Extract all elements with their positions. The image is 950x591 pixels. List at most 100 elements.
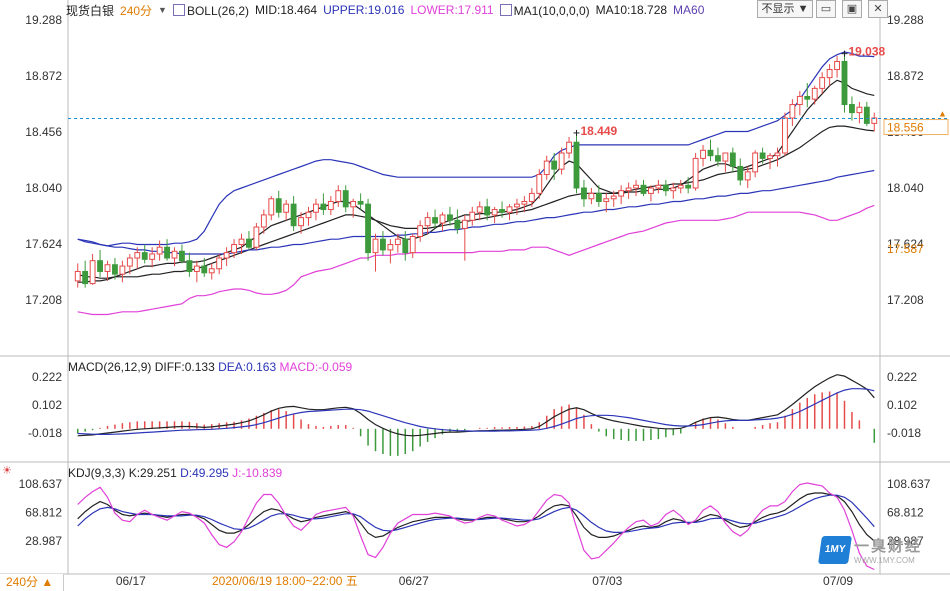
kdj-header: KDJ(9,3,3) K:29.251 D:49.295 J:-10.839 — [68, 466, 282, 480]
candle-down — [186, 260, 193, 272]
candle-up — [394, 238, 401, 246]
candle-up — [796, 95, 803, 106]
candle-up — [767, 155, 773, 159]
candle-down — [141, 252, 148, 260]
ma-label: MA1(10,0,0,0) — [513, 3, 590, 18]
candle-down — [804, 95, 811, 100]
macd-label: MACD(26,12,9) — [68, 360, 152, 374]
hide-label: 不显示 — [761, 3, 795, 15]
hide-select[interactable]: 不显示 ▼ — [757, 0, 813, 18]
candle-up — [119, 265, 126, 275]
price-tick-label-left: 18.040 — [25, 181, 62, 195]
kdj-tick-label-left: 68.812 — [25, 506, 62, 520]
watermark: 1MY 一臭财经 WWW.1MY.COM — [818, 535, 922, 565]
candle-down — [380, 238, 386, 251]
period-selector-label: 240分 — [6, 575, 39, 589]
candle-up — [424, 217, 431, 227]
main-header: 现货白银 240分 ▼ BOLL(26,2) MID:18.464 UPPER:… — [66, 2, 704, 18]
candle-down — [290, 203, 297, 227]
macd-dea-value: DEA:0.163 — [218, 360, 277, 374]
candle-up — [789, 104, 796, 119]
candle-up — [722, 152, 729, 162]
kdj-tick-label-left: 28.987 — [25, 534, 62, 548]
symbol-name[interactable]: 现货白银 — [66, 3, 115, 18]
candle-down — [320, 203, 327, 211]
candle-up — [171, 250, 178, 259]
candle-up — [700, 149, 706, 159]
candle-up — [208, 268, 215, 274]
watermark-logo: 1MY — [818, 536, 852, 564]
candle-down — [246, 238, 252, 248]
reference-price-value: 17.587 — [887, 242, 924, 256]
date-axis-label: 07/03 — [592, 574, 622, 588]
indicator-settings-icon[interactable] — [172, 3, 185, 16]
candle-down — [342, 190, 349, 208]
candle-up — [156, 246, 163, 255]
current-price-arrow-icon: ▲ — [938, 109, 947, 119]
crosshair-settings-icon: ☀ — [2, 465, 12, 477]
macd-diff-line — [77, 374, 875, 437]
macd-header: MACD(26,12,9) DIFF:0.133 DEA:0.163 MACD:… — [68, 360, 352, 374]
period-dropdown-icon[interactable]: ▼ — [158, 5, 167, 15]
candle-up — [283, 203, 290, 213]
candle-up — [387, 244, 394, 251]
candle-up — [89, 260, 96, 285]
candle-up — [305, 211, 312, 219]
candle-up — [782, 117, 788, 154]
series-line-ma60 — [77, 169, 875, 255]
candle-down — [201, 265, 208, 274]
candle-up — [149, 253, 156, 260]
candle-up — [439, 214, 446, 224]
candle-up — [506, 206, 513, 213]
candle-down — [97, 260, 103, 272]
candle-up — [350, 200, 357, 208]
chevron-up-icon: ▲ — [41, 575, 54, 589]
price-tick-label-right: 18.872 — [887, 69, 924, 83]
candle-down — [729, 152, 736, 167]
macd-dea-line — [77, 388, 875, 435]
candle-up — [811, 87, 818, 100]
candle-up — [327, 200, 334, 211]
candle-up — [335, 190, 342, 202]
window-restore-button[interactable]: ▣ — [842, 0, 862, 18]
price-tick-label-left: 17.624 — [25, 237, 62, 251]
date-axis-label: 06/27 — [399, 574, 429, 588]
candle-down — [737, 165, 744, 181]
macd-tick-label-right: 0.102 — [887, 398, 917, 412]
candle-up — [231, 244, 237, 254]
candle-up — [834, 60, 840, 71]
candle-up — [260, 214, 267, 228]
candle-up — [744, 171, 751, 181]
kdj-tick-label-right: 68.812 — [887, 506, 924, 520]
candle-up — [655, 184, 662, 189]
candle-up — [134, 252, 141, 259]
candle-up — [618, 190, 625, 197]
candle-down — [595, 192, 602, 202]
kdj-k-value: K:29.251 — [128, 466, 177, 480]
watermark-text: 一臭财经 WWW.1MY.COM — [854, 535, 922, 565]
candle-down — [454, 219, 461, 229]
period-selector[interactable]: 240分 ▲ — [0, 574, 64, 591]
date-axis-label: 07/09 — [823, 574, 853, 588]
price-tick-label-left: 19.288 — [25, 13, 62, 27]
candle-up — [216, 257, 223, 270]
chevron-down-icon: ▼ — [797, 3, 809, 15]
candle-down — [551, 160, 558, 170]
current-price-tag — [883, 119, 949, 136]
kdj-d-value: D:49.295 — [180, 466, 229, 480]
cursor-time-label: 2020/06/19 18:00~22:00 五 — [212, 574, 358, 588]
candle-up — [521, 200, 528, 205]
ma10-value: MA10:18.728 — [595, 3, 668, 17]
macd-tick-label-left: 0.102 — [32, 398, 62, 412]
window-close-button[interactable]: ✕ — [868, 0, 888, 18]
indicator-settings-icon[interactable] — [499, 3, 512, 16]
period-label[interactable]: 240分 — [120, 3, 153, 18]
series-line-lower — [77, 204, 875, 316]
candle-up — [104, 264, 111, 272]
candle-up — [871, 117, 878, 124]
price-tick-label-left: 18.872 — [25, 69, 62, 83]
macd-tick-label-right: 0.222 — [887, 370, 917, 384]
window-minimize-button[interactable]: ▭ — [816, 0, 836, 18]
price-tick-label-left: 17.208 — [25, 293, 62, 307]
